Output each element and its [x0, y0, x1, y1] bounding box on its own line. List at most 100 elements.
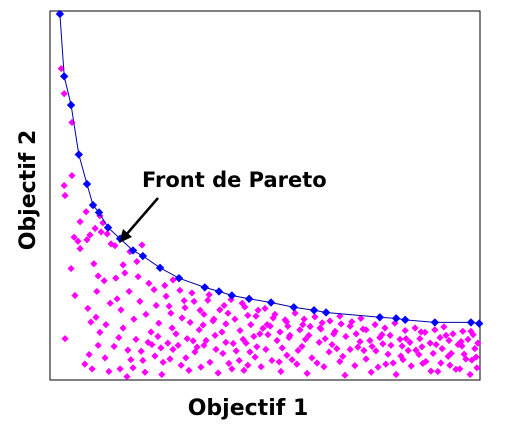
dominated-point: [305, 331, 313, 339]
dominated-point: [402, 335, 410, 343]
dominated-point: [333, 345, 341, 353]
dominated-point: [61, 335, 69, 343]
dominated-point: [412, 346, 420, 354]
dominated-point: [151, 352, 159, 360]
dominated-point: [387, 341, 395, 349]
dominated-point: [348, 318, 356, 326]
dominated-point: [94, 341, 102, 349]
annotation-label: Front de Pareto: [142, 168, 327, 192]
dominated-point: [232, 347, 240, 355]
dominated-point: [91, 224, 99, 232]
dominated-point: [308, 354, 316, 362]
dominated-point: [356, 338, 364, 346]
dominated-point: [294, 346, 302, 355]
dominated-point: [376, 333, 384, 342]
dominated-point: [71, 291, 79, 300]
dominated-point: [193, 343, 201, 351]
dominated-point: [351, 362, 359, 370]
dominated-point: [166, 355, 174, 363]
pareto-front-points: [55, 9, 484, 328]
dominated-point: [147, 328, 155, 336]
dominated-point: [138, 241, 146, 249]
dominated-point: [214, 369, 222, 377]
dominated-point: [303, 369, 311, 377]
dominated-point: [116, 365, 124, 373]
dominated-point: [196, 306, 204, 314]
dominated-point: [440, 323, 448, 331]
dominated-point: [341, 371, 349, 379]
dominated-point: [392, 370, 400, 379]
dominated-point: [90, 260, 98, 268]
pareto-point: [391, 314, 401, 323]
dominated-point: [299, 321, 307, 329]
dominated-point: [300, 315, 308, 323]
pareto-point: [55, 9, 65, 19]
dominated-point: [218, 328, 226, 336]
dominated-point: [298, 342, 306, 351]
dominated-point: [311, 313, 319, 321]
dominated-point: [105, 367, 113, 376]
dominated-point: [125, 287, 133, 296]
dominated-point: [464, 335, 472, 344]
dominated-point: [378, 331, 386, 339]
dominated-point: [142, 310, 150, 318]
dominated-point: [456, 365, 464, 373]
dominated-point: [159, 358, 167, 366]
y-axis-title: Objectif 2: [16, 130, 41, 251]
dominated-point: [211, 331, 219, 339]
pareto-point: [309, 306, 319, 315]
dominated-point: [134, 273, 142, 281]
dominated-point: [188, 289, 196, 297]
dominated-point: [117, 306, 125, 314]
dominated-point: [256, 330, 264, 338]
dominated-point: [321, 335, 329, 343]
dominated-point: [231, 315, 239, 323]
annotation-arrowhead: [119, 229, 132, 243]
dominated-point: [466, 370, 474, 379]
dominated-point: [268, 356, 276, 365]
dominated-point: [427, 367, 435, 375]
dominated-point: [468, 356, 476, 364]
dominated-point: [212, 345, 220, 353]
dominated-point: [94, 272, 102, 280]
dominated-point: [219, 349, 227, 358]
pareto-point: [155, 263, 165, 273]
dominated-point: [113, 295, 121, 303]
dominated-point: [445, 336, 453, 345]
dominated-point: [315, 338, 323, 346]
dominated-point: [150, 285, 158, 294]
dominated-point: [86, 231, 94, 239]
dominated-point: [92, 313, 100, 321]
dominated-point: [459, 327, 467, 335]
pareto-point: [244, 294, 254, 304]
dominated-point: [210, 315, 218, 323]
dominated-point: [362, 326, 370, 334]
dominated-point: [76, 218, 84, 226]
pareto-point: [115, 234, 125, 243]
annotation-arrow: [125, 197, 159, 236]
dominated-point: [301, 335, 310, 344]
dominated-point: [99, 219, 107, 227]
pareto-point: [82, 179, 92, 189]
dominated-point: [336, 357, 344, 366]
dominated-point: [145, 279, 153, 287]
dominated-point: [222, 320, 230, 328]
pareto-point: [227, 291, 237, 300]
dominated-point: [337, 320, 345, 328]
dominated-point: [154, 332, 162, 341]
pareto-point: [74, 150, 84, 159]
dominated-point: [442, 331, 450, 339]
dominated-point: [93, 287, 101, 296]
dominated-point: [190, 297, 198, 306]
dominated-point: [136, 297, 144, 306]
pareto-point: [200, 283, 209, 292]
dominated-point: [449, 330, 457, 338]
dominated-point: [182, 354, 190, 362]
dominated-point: [354, 343, 362, 351]
dominated-point: [431, 326, 439, 334]
dominated-point: [472, 353, 480, 361]
dominated-point: [273, 336, 281, 345]
dominated-point: [137, 347, 145, 355]
dominated-point: [61, 191, 69, 200]
dominated-point: [158, 370, 166, 379]
